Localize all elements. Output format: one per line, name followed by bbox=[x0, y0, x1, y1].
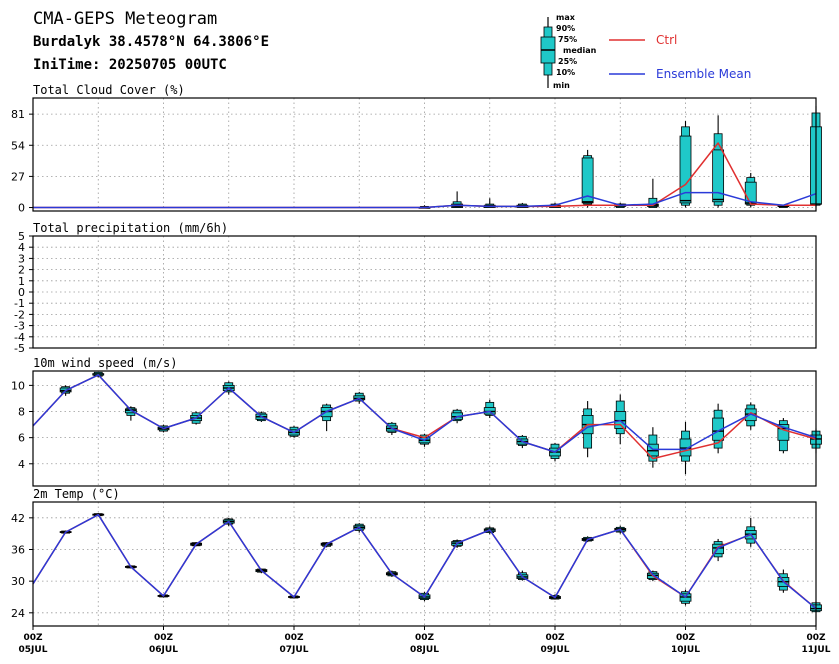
cloud-ytick-label: 81 bbox=[11, 108, 25, 121]
x-tick-label-date: 11JUL bbox=[802, 645, 831, 655]
cloud-ytick-label: 54 bbox=[11, 139, 25, 152]
wind-panel: 10m wind speed (m/s) 4 6 8 10 bbox=[11, 356, 822, 487]
location-label: Burdalyk 38.4578°N 64.3806°E bbox=[33, 34, 269, 50]
wind-box bbox=[679, 421, 692, 475]
precip-panel: Total precipitation (mm/6h) -5-4-3-2-1012… bbox=[14, 221, 817, 355]
cloud-box-inner bbox=[679, 135, 692, 204]
cloud-box-inner bbox=[712, 149, 725, 203]
x-tick-label-time: 00Z bbox=[154, 633, 174, 643]
legend-label-p10: 10% bbox=[556, 68, 575, 77]
precip-panel-frame bbox=[32, 235, 817, 349]
wind-box bbox=[646, 427, 659, 468]
precip-ytick-label: 3 bbox=[18, 252, 25, 265]
wind-box bbox=[614, 394, 627, 445]
x-tick-label-time: 00Z bbox=[545, 633, 565, 643]
wind-ytick-label: 4 bbox=[18, 458, 25, 471]
legend-mean-label: Ensemble Mean bbox=[656, 67, 751, 81]
precip-ytick-label: -2 bbox=[14, 308, 25, 321]
cloud-panel-frame bbox=[32, 97, 817, 212]
x-tick-label-date: 10JUL bbox=[671, 645, 700, 655]
legend-box-key: max 90% 75% median 25% 10% min bbox=[540, 13, 597, 90]
wind-panel-title: 10m wind speed (m/s) bbox=[33, 356, 178, 370]
x-axis: 00Z 05JUL 00Z 06JUL 00Z 07JUL 00Z 08JUL 00Z 09JUL… bbox=[19, 626, 831, 655]
wind-ytick-label: 10 bbox=[11, 379, 25, 392]
temp-panel: 2m Temp (°C) 24 30 36 42 bbox=[11, 487, 822, 627]
wind-mean-line bbox=[32, 374, 817, 453]
x-tick-label-time: 00Z bbox=[284, 633, 304, 643]
temp-ytick-label: 30 bbox=[11, 575, 25, 588]
x-tick-label-date: 08JUL bbox=[410, 645, 439, 655]
legend-label-median: median bbox=[563, 46, 597, 55]
cloud-panel: Total Cloud Cover (%) 0 27 54 81 bbox=[11, 83, 822, 215]
wind-box-inner bbox=[712, 417, 725, 441]
cloud-box-inner bbox=[581, 157, 594, 204]
precip-ytick-label: -3 bbox=[14, 320, 25, 333]
wind-box bbox=[320, 403, 333, 432]
x-tick-label-date: 06JUL bbox=[149, 645, 178, 655]
wind-panel-frame bbox=[32, 370, 817, 487]
cloud-box bbox=[581, 149, 594, 208]
wind-ytick-label: 6 bbox=[18, 432, 25, 445]
precip-ytick-label: 5 bbox=[18, 230, 25, 243]
precip-panel-title: Total precipitation (mm/6h) bbox=[33, 221, 228, 235]
legend-label-p75: 75% bbox=[558, 35, 577, 44]
temp-ytick-label: 36 bbox=[11, 543, 25, 556]
legend-label-min: min bbox=[553, 81, 570, 90]
precip-ytick-label: 1 bbox=[18, 275, 25, 288]
x-tick-label-time: 00Z bbox=[415, 633, 435, 643]
precip-ytick-label: 4 bbox=[18, 241, 25, 254]
x-tick-label-time: 00Z bbox=[806, 633, 826, 643]
x-tick-label-date: 07JUL bbox=[280, 645, 309, 655]
temp-box bbox=[712, 538, 725, 562]
precip-ytick-label: -1 bbox=[14, 297, 25, 310]
wind-box bbox=[124, 406, 137, 421]
precip-ytick-label: -5 bbox=[14, 342, 25, 355]
x-tick-label-date: 09JUL bbox=[541, 645, 570, 655]
wind-box-inner bbox=[777, 424, 790, 441]
precip-ytick-label: 0 bbox=[18, 286, 25, 299]
legend-label-max: max bbox=[556, 13, 576, 22]
wind-box bbox=[712, 403, 725, 454]
temp-panel-title: 2m Temp (°C) bbox=[33, 487, 120, 501]
wind-box bbox=[777, 418, 790, 454]
page-title: CMA-GEPS Meteogram bbox=[33, 9, 217, 29]
legend-ctrl-label: Ctrl bbox=[656, 33, 677, 47]
init-time-label: IniTime: 20250705 00UTC bbox=[33, 57, 227, 73]
wind-box bbox=[581, 401, 594, 458]
legend-label-p90: 90% bbox=[556, 24, 575, 33]
wind-ytick-label: 8 bbox=[18, 406, 25, 419]
cloud-ytick-label: 27 bbox=[11, 170, 25, 183]
x-tick-label-time: 00Z bbox=[676, 633, 696, 643]
legend-label-p25: 25% bbox=[558, 57, 577, 66]
legend-lines: Ctrl Ensemble Mean bbox=[609, 33, 751, 81]
cloud-panel-title: Total Cloud Cover (%) bbox=[33, 83, 185, 97]
temp-mean-line bbox=[32, 513, 817, 610]
temp-ytick-label: 42 bbox=[11, 512, 25, 525]
x-tick-label-date: 05JUL bbox=[19, 645, 48, 655]
x-tick-label-time: 00Z bbox=[23, 633, 43, 643]
temp-ytick-label: 24 bbox=[11, 607, 25, 620]
cloud-ytick-label: 0 bbox=[18, 202, 25, 215]
cloud-mean-line bbox=[33, 191, 817, 209]
precip-ytick-label: -4 bbox=[14, 331, 25, 344]
precip-ytick-label: 2 bbox=[18, 264, 25, 277]
temp-box bbox=[744, 517, 757, 547]
